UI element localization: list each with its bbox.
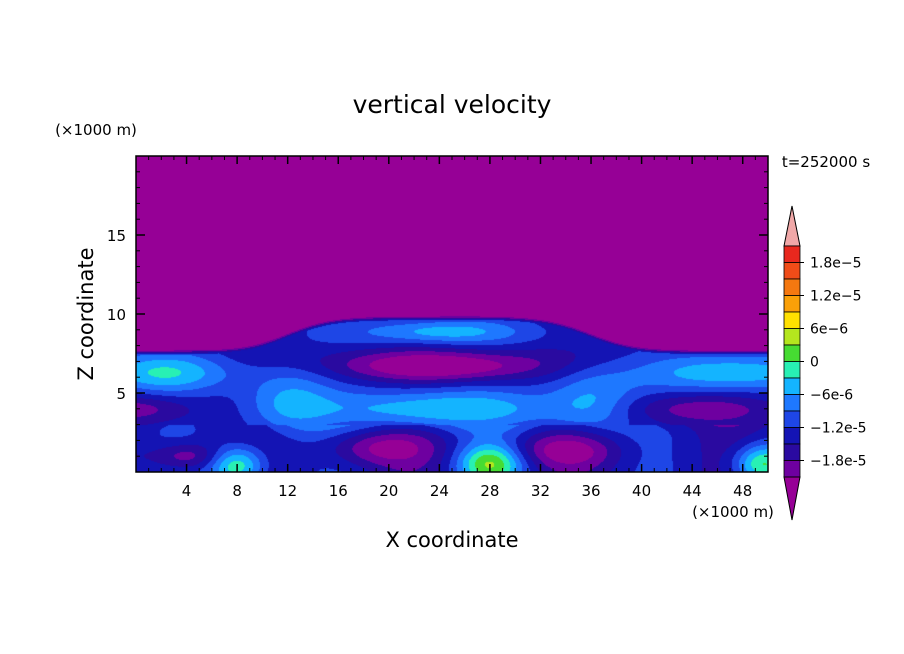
colorbar-label: −1.2e-5 [810,421,867,437]
x-tick-label: 12 [278,482,297,500]
colorbar-swatch [783,278,801,296]
y-axis: 5 10 15 [107,171,768,457]
colorbar-swatch [783,377,801,395]
colorbar-label: 1.2e−5 [810,289,862,305]
colorbar-swatch [783,460,801,478]
colorbar-swatch [783,361,801,379]
x-tick-label: 8 [232,482,242,500]
colorbar-lower-arrow [783,476,801,521]
colorbar-swatch [783,245,801,263]
y-unit-label: (×1000 m) [55,121,137,139]
x-axis-title: X coordinate [385,528,518,552]
x-tick-label: 36 [581,482,600,500]
colorbar-swatch [783,394,801,412]
colorbar-swatch [783,328,801,346]
x-tick-label: 48 [733,482,752,500]
colorbar: 1.8e−5 1.2e−5 6e−6 0 −6e-6 −1.2e-5 −1.8e-5 [783,205,867,521]
colorbar-upper-arrow [783,205,801,247]
y-tick-label: 10 [107,306,126,324]
colorbar-label: 6e−6 [810,322,848,338]
colorbar-label: 1.8e−5 [810,256,862,272]
x-tick-label: 20 [379,482,398,500]
x-tick-label: 40 [632,482,651,500]
colorbar-swatch [783,410,801,428]
colorbar-swatch [783,262,801,280]
plot-frame [135,155,769,473]
colorbar-swatch [783,311,801,329]
colorbar-swatch [783,344,801,362]
x-tick-label: 4 [182,482,192,500]
colorbar-label: 0 [810,355,819,371]
colorbar-label: −1.8e-5 [810,454,867,470]
x-unit-label: (×1000 m) [692,503,774,521]
x-tick-label: 28 [480,482,499,500]
x-tick-label: 44 [683,482,702,500]
y-axis-title: Z coordinate [74,247,98,380]
y-tick-label: 15 [107,227,126,245]
y-tick-label: 5 [116,385,126,403]
chart-title: vertical velocity [353,90,552,119]
time-label: t=252000 s [782,153,870,171]
contour-field [136,156,768,472]
colorbar-swatch [783,443,801,461]
colorbar-swatch [783,295,801,313]
x-tick-label: 32 [531,482,550,500]
colorbar-swatch [783,427,801,445]
x-axis: 4 8 12 16 20 24 28 32 36 40 44 48 [148,156,756,500]
x-tick-label: 24 [430,482,449,500]
x-tick-label: 16 [329,482,348,500]
colorbar-label: −6e-6 [810,388,853,404]
